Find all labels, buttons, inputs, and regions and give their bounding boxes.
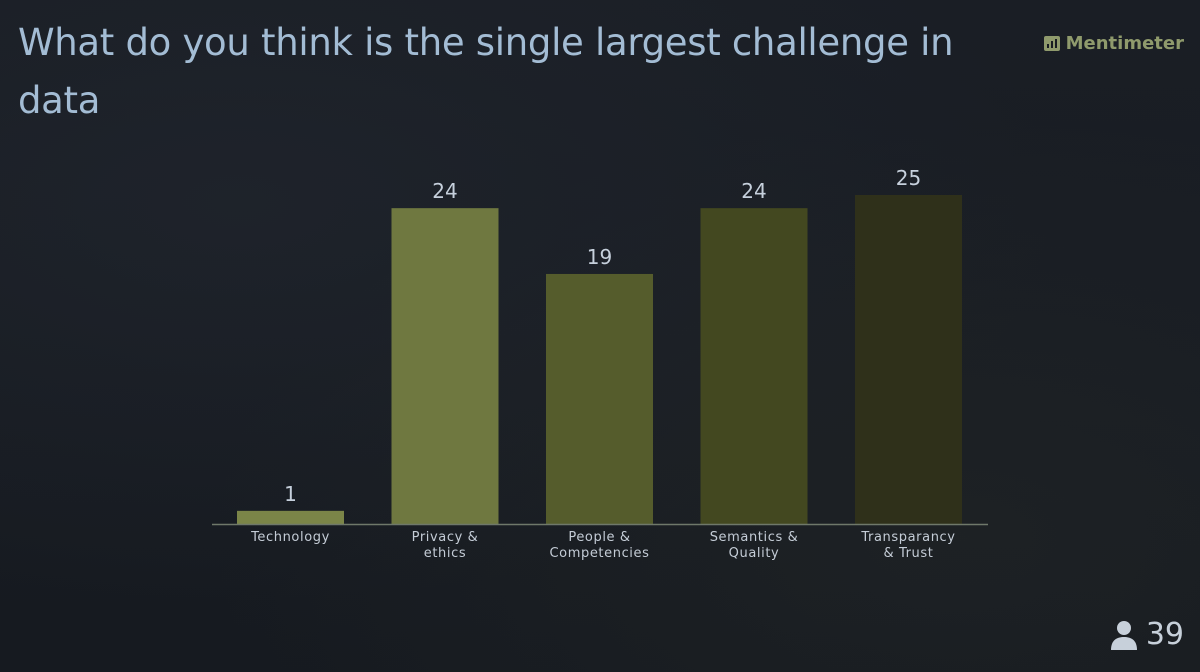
category-label-0: Technology bbox=[250, 530, 330, 545]
bar-value-label-0: 1 bbox=[284, 482, 297, 506]
participant-count: 39 bbox=[1145, 617, 1184, 652]
bar-0 bbox=[237, 510, 344, 524]
category-label-3: Semantics & Quality bbox=[710, 530, 799, 561]
bar-value-label-4: 25 bbox=[896, 166, 921, 190]
bar-chart-logo-icon bbox=[1043, 36, 1060, 51]
category-label-4: Transparancy & Trust bbox=[860, 530, 955, 561]
bar-2 bbox=[546, 273, 653, 524]
slide-title: What do you think is the single largest … bbox=[18, 21, 954, 122]
bar-value-label-2: 19 bbox=[587, 245, 612, 269]
person-icon bbox=[1110, 620, 1137, 650]
bar-value-label-3: 24 bbox=[741, 179, 766, 203]
bar-value-label-1: 24 bbox=[432, 179, 457, 203]
bar-1 bbox=[391, 208, 499, 524]
mentimeter-brand: Mentimeter bbox=[1043, 33, 1184, 54]
bar-4 bbox=[855, 195, 962, 524]
category-label-1: Privacy & ethics bbox=[412, 530, 479, 561]
brand-name: Mentimeter bbox=[1065, 33, 1184, 54]
bar-3 bbox=[700, 208, 808, 524]
participant-counter: 39 bbox=[1110, 617, 1184, 652]
category-label-2: People & Competencies bbox=[549, 530, 649, 561]
